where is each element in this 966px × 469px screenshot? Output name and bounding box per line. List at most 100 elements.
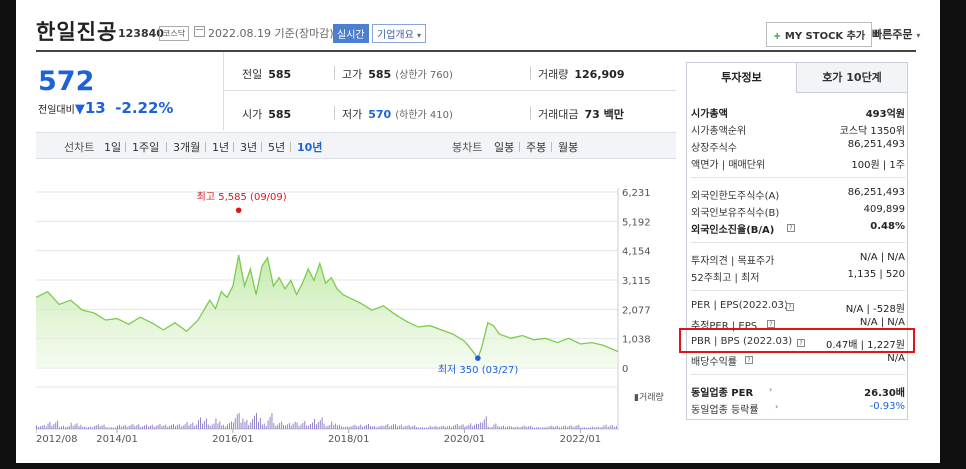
x-tick-label: 2016/01 <box>212 434 254 445</box>
tab-investment-info[interactable]: 투자정보 <box>687 63 797 93</box>
info-value: 코스닥 1350위 <box>839 126 905 137</box>
volume-bar <box>495 423 497 429</box>
info-value: N/A | N/A <box>859 317 905 328</box>
volume-bar <box>371 426 373 429</box>
volume-bar <box>153 426 155 430</box>
period-3m[interactable]: 3개월 <box>173 141 201 154</box>
amount-value: 73 백만 <box>584 108 624 121</box>
volume-bar <box>530 425 532 430</box>
help-icon[interactable]: ? <box>745 356 753 364</box>
info-key: PER | EPS(2022.03) <box>691 300 788 311</box>
divider <box>530 106 531 120</box>
volume-bar <box>503 425 504 430</box>
volume-bar <box>283 425 284 429</box>
x-tick-label: 2018/01 <box>328 434 370 445</box>
period-1d[interactable]: 1일 <box>104 141 122 154</box>
volume-bar <box>559 427 560 430</box>
volume-bar <box>53 424 55 429</box>
divider <box>334 106 335 120</box>
info-key: 투자의견 | 목표주가 <box>691 256 775 267</box>
volume-bar <box>258 421 259 430</box>
volume-bar <box>59 427 61 429</box>
realtime-button[interactable]: 실시간 <box>333 24 369 43</box>
help-icon[interactable]: ? <box>797 339 805 347</box>
info-row-par-value: 액면가 | 매매단위 100원 | 1주 <box>691 156 905 172</box>
volume-bar <box>603 425 605 429</box>
help-icon[interactable]: ? <box>786 303 794 311</box>
volume-bar <box>381 425 383 429</box>
volume-bar <box>341 426 342 429</box>
volume-bar <box>55 422 57 429</box>
volume-bar <box>597 426 599 429</box>
volume-bar <box>342 427 344 429</box>
company-overview-button[interactable]: 기업개요 ▾ <box>372 24 427 43</box>
help-icon[interactable]: ? <box>767 320 775 328</box>
change-value: 13 <box>84 99 106 117</box>
volume-bar <box>294 421 296 430</box>
period-1y[interactable]: 1년 <box>212 141 230 154</box>
volume-bar <box>580 427 582 429</box>
info-row-industry-change: 동일업종 등락률 › -0.93% <box>691 401 905 417</box>
volume-bar <box>462 424 464 430</box>
info-row-market-cap-rank: 시가총액순위 코스닥 1350위 <box>691 122 905 138</box>
volume-bar <box>547 426 549 429</box>
info-row-per: PER | EPS(2022.03)? N/A | -528원 <box>691 300 905 316</box>
tab-order-book[interactable]: 호가 10단계 <box>797 63 907 93</box>
volume-bar <box>231 421 232 429</box>
volume-bar <box>142 426 144 430</box>
chevron-down-icon: ▾ <box>417 31 422 40</box>
volume-bar <box>449 425 450 430</box>
volume-bar <box>221 425 223 429</box>
info-row-foreign-ratio: 외국인소진율(B/A)? 0.48% <box>691 221 905 237</box>
volume-bar <box>136 425 138 429</box>
volume-bar <box>312 422 313 429</box>
stock-name: 한일진공 <box>36 20 118 44</box>
volume-bar <box>549 426 551 429</box>
volume-bar <box>265 426 267 429</box>
candle-weekly[interactable]: 주봉 <box>526 141 547 154</box>
period-5y[interactable]: 5년 <box>268 141 286 154</box>
volume-bar <box>491 427 493 429</box>
chart-toolbar: 선차트 1일 1주일 3개월 1년 3년 5년 10년 봉차트 일봉 주봉 월봉 <box>36 132 676 159</box>
volume-bar <box>70 422 72 430</box>
volume-bar <box>497 426 499 429</box>
period-10y[interactable]: 10년 <box>297 141 323 154</box>
high-label: 고가 <box>342 68 363 81</box>
volume-bar <box>483 419 485 429</box>
volume-bar <box>286 424 288 430</box>
volume-bar <box>267 420 269 429</box>
volume-bar <box>451 427 452 429</box>
volume-bar <box>84 426 86 429</box>
info-value: N/A | -528원 <box>845 304 905 315</box>
company-overview-label: 기업개요 <box>377 30 414 41</box>
summary-divider <box>224 90 676 91</box>
volume-bar <box>564 425 566 429</box>
stock-header: 한일진공 123840 코스닥 2022.08.19 기준(장마감) 실시간 기… <box>16 10 940 50</box>
period-1w[interactable]: 1주일 <box>132 141 160 154</box>
help-icon[interactable]: ? <box>787 224 795 232</box>
volume-bar <box>499 426 501 429</box>
volume-value: 126,909 <box>574 68 625 81</box>
open-price: 시가 585 <box>242 106 291 122</box>
candle-daily[interactable]: 일봉 <box>494 141 515 154</box>
price-box: 572 전일대비▼13 -2.22% <box>36 52 224 130</box>
mystock-add-button[interactable]: + MY STOCK 추가 <box>766 22 873 47</box>
volume-bar <box>261 424 263 429</box>
high-price: 고가 585 (상한가 760) <box>342 66 453 82</box>
quick-order-label: 빠른주문 <box>872 28 913 41</box>
period-3y[interactable]: 3년 <box>240 141 258 154</box>
volume-bar <box>151 424 153 429</box>
volume-bar <box>323 423 325 429</box>
volume-bar <box>155 425 157 429</box>
quick-order-button[interactable]: 빠른주문 ▾ <box>872 26 920 42</box>
candle-monthly[interactable]: 월봉 <box>558 141 579 154</box>
volume-bar <box>522 426 524 429</box>
volume-bar <box>331 421 333 429</box>
volume-bar <box>90 426 91 429</box>
chevron-right-icon: › <box>769 385 773 394</box>
volume-bar <box>505 427 506 429</box>
info-row-industry-per: 동일업종 PER › 26.30배 <box>691 384 905 400</box>
volume-bar <box>472 426 474 430</box>
volume-bar <box>485 416 487 429</box>
volume-bar <box>362 426 364 430</box>
